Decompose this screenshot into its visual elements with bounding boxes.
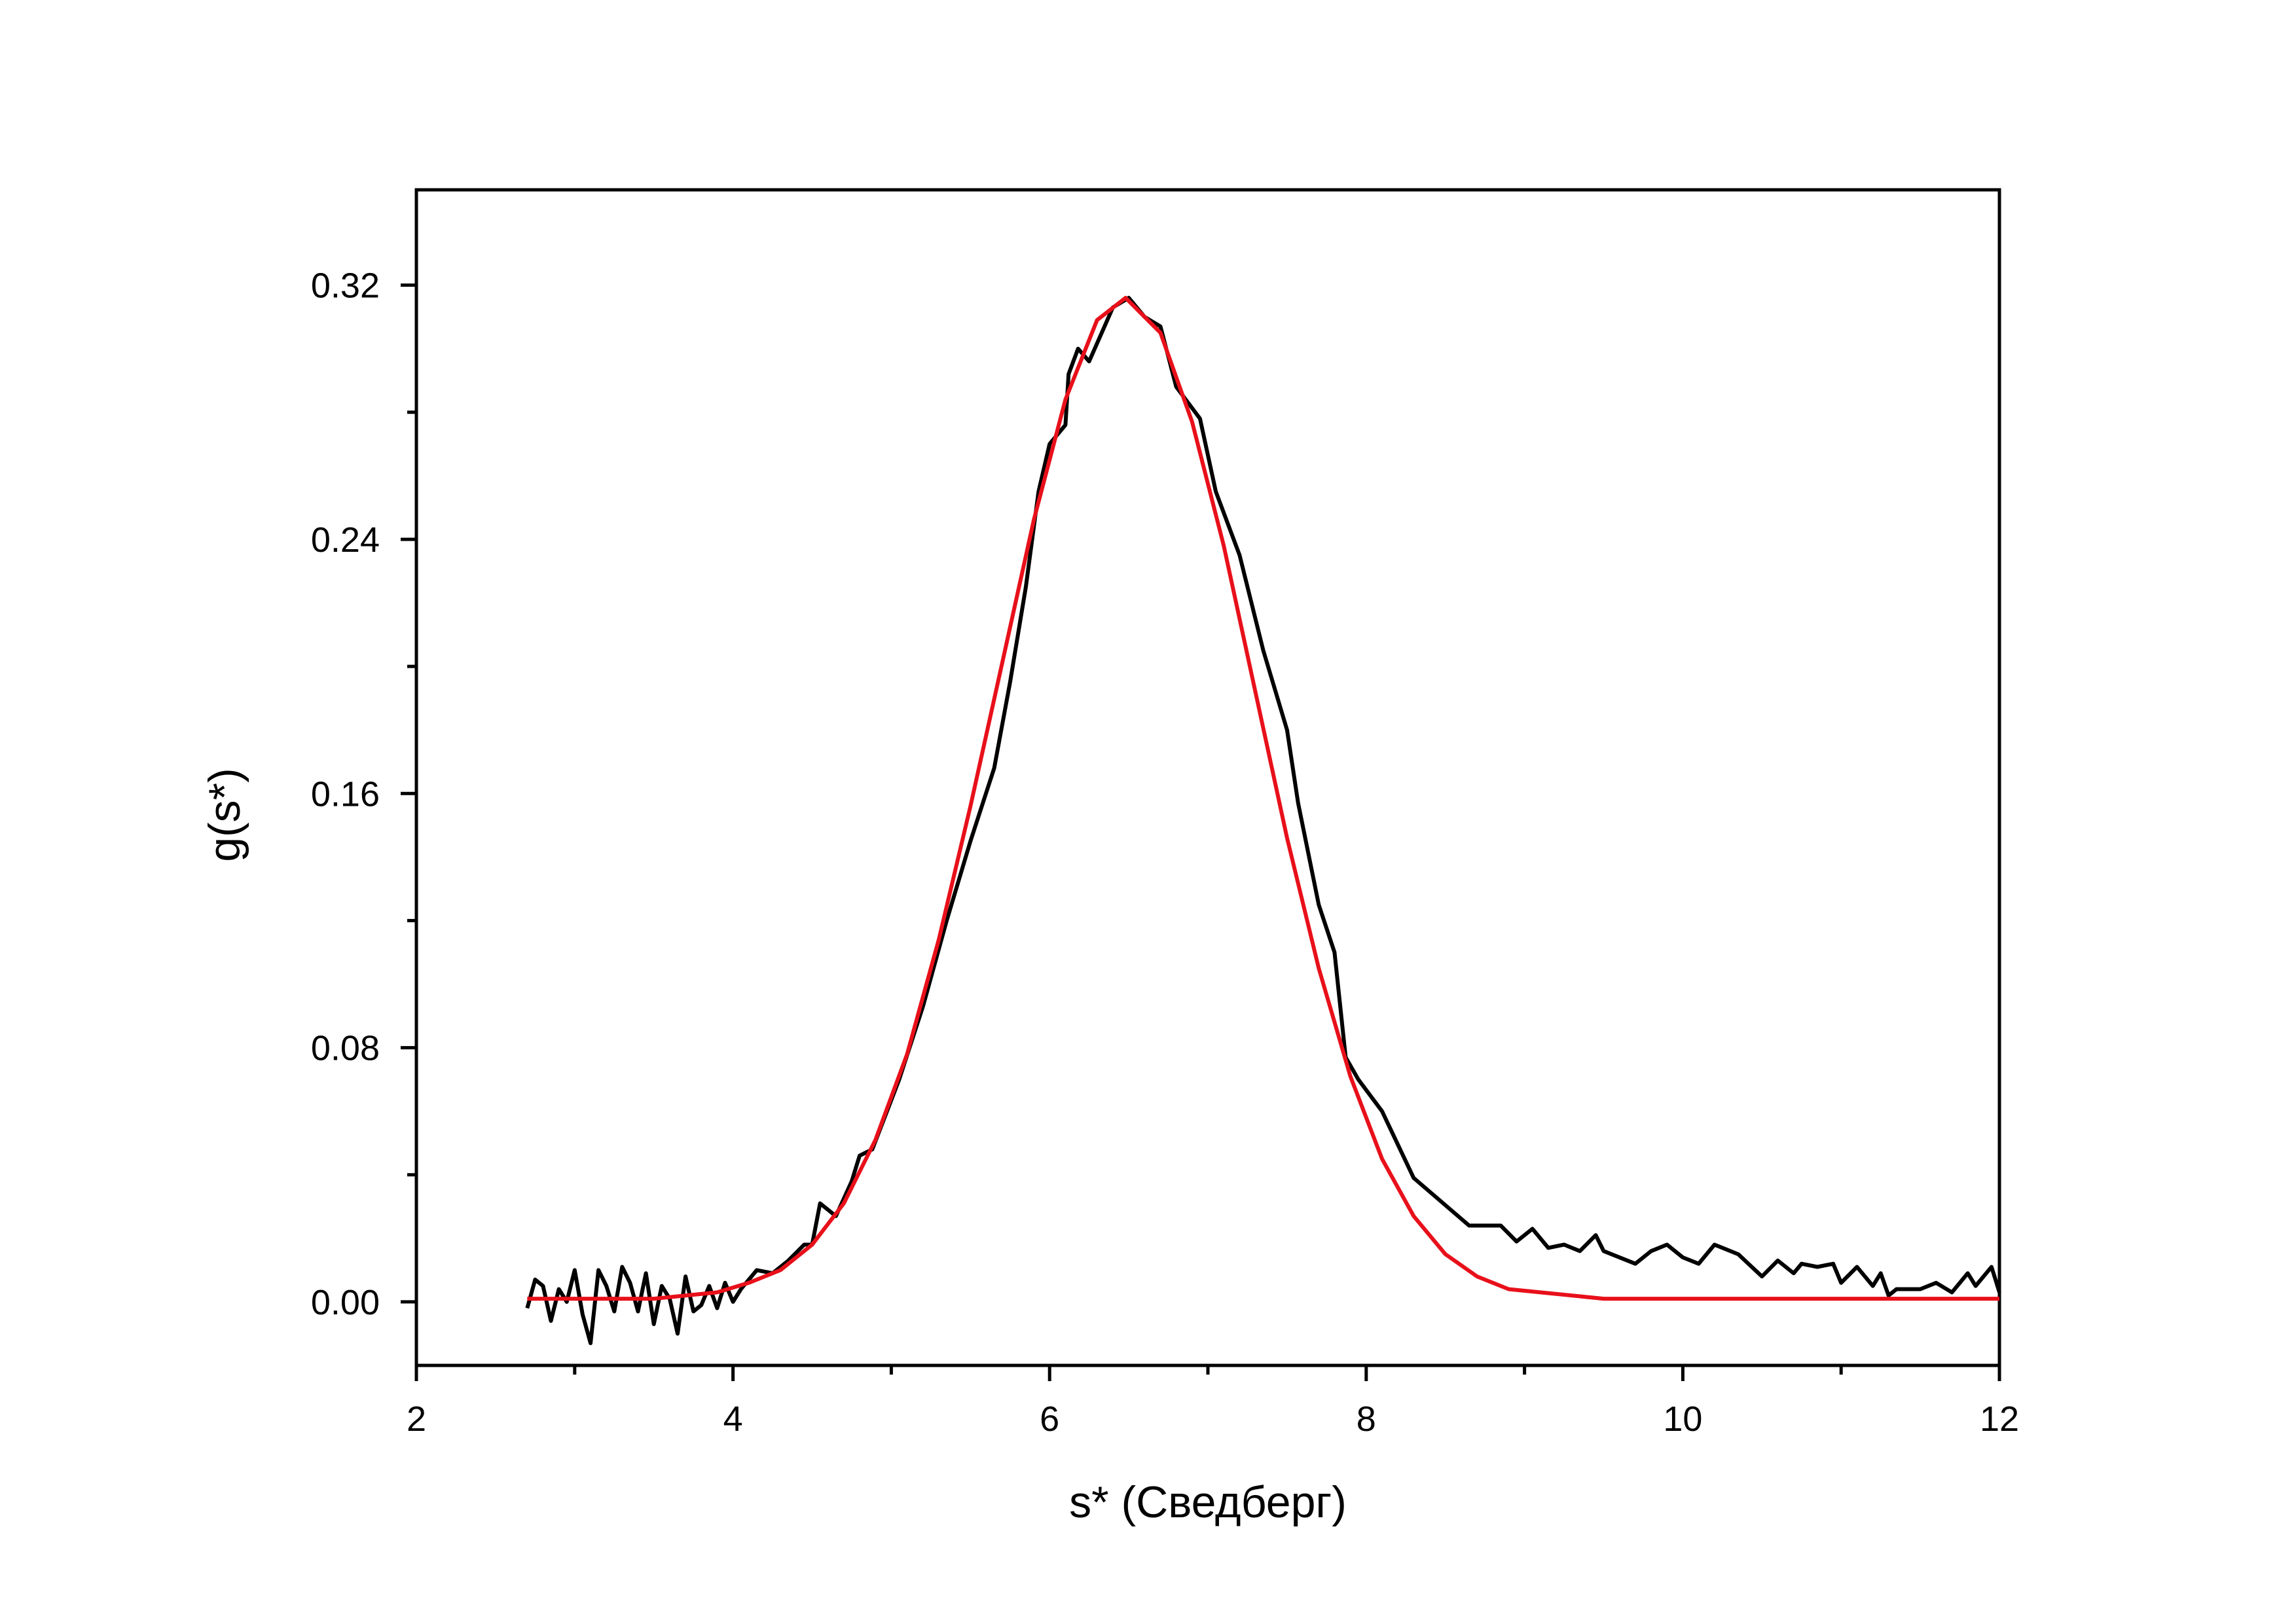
x-tick-label: 8 [1357,1399,1376,1439]
y-tick-label: 0.24 [311,520,380,560]
data-line [527,296,1999,1301]
x-axis-title: s* (Сведберг) [1069,1477,1347,1527]
x-tick-label: 2 [407,1399,426,1439]
y-tick-label: 0.08 [311,1029,380,1068]
y-tick-label: 0.00 [311,1283,380,1322]
y-tick-label: 0.16 [311,774,380,814]
x-tick-label: 10 [1663,1399,1702,1439]
x-tick-label: 6 [1040,1399,1059,1439]
y-tick-label: 0.32 [311,266,380,306]
data-line [525,296,2001,1345]
x-tick-label: 4 [723,1399,743,1439]
y-axis-title: g(s*) [200,768,249,862]
x-tick-label: 12 [1980,1399,2019,1439]
plot-frame [414,188,2001,1367]
